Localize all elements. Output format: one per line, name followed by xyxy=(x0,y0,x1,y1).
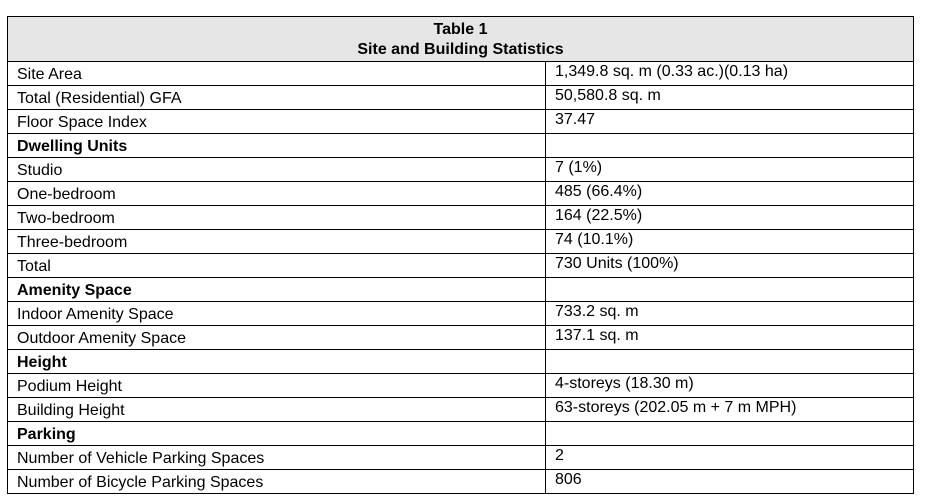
row-value: 63-storeys (202.05 m + 7 m MPH) xyxy=(545,397,914,422)
row-label: Three-bedroom xyxy=(7,229,546,254)
section-header-label: Height xyxy=(7,349,546,374)
table-row: Two-bedroom 164 (22.5%) xyxy=(7,205,914,230)
table-row: Floor Space Index 37.47 xyxy=(7,109,914,134)
table-row: Number of Bicycle Parking Spaces 806 xyxy=(7,469,914,494)
row-value: 2 xyxy=(545,445,914,470)
row-label: Indoor Amenity Space xyxy=(7,301,546,326)
row-value: 74 (10.1%) xyxy=(545,229,914,254)
row-value: 730 Units (100%) xyxy=(545,253,914,278)
table-row: Total (Residential) GFA 50,580.8 sq. m xyxy=(7,85,914,110)
row-label: Total xyxy=(7,253,546,278)
row-label: One-bedroom xyxy=(7,181,546,206)
row-label: Site Area xyxy=(7,61,546,86)
row-label: Two-bedroom xyxy=(7,205,546,230)
row-value xyxy=(545,133,914,158)
row-value xyxy=(545,421,914,446)
table-row: Indoor Amenity Space 733.2 sq. m xyxy=(7,301,914,326)
row-value: 4-storeys (18.30 m) xyxy=(545,373,914,398)
table-title-row: Table 1 Site and Building Statistics xyxy=(7,16,914,62)
row-label: Number of Vehicle Parking Spaces xyxy=(7,445,546,470)
table-row: Podium Height 4-storeys (18.30 m) xyxy=(7,373,914,398)
row-value: 50,580.8 sq. m xyxy=(545,85,914,110)
section-header-row: Dwelling Units xyxy=(7,133,914,158)
row-label: Studio xyxy=(7,157,546,182)
row-label: Podium Height xyxy=(7,373,546,398)
row-value xyxy=(545,349,914,374)
table-row: Three-bedroom 74 (10.1%) xyxy=(7,229,914,254)
table-subtitle: Site and Building Statistics xyxy=(357,40,564,58)
table-row: Building Height 63-storeys (202.05 m + 7 … xyxy=(7,397,914,422)
site-building-statistics-table: Table 1 Site and Building Statistics Sit… xyxy=(7,16,914,494)
section-header-label: Parking xyxy=(7,421,546,446)
row-value: 7 (1%) xyxy=(545,157,914,182)
section-header-row: Height xyxy=(7,349,914,374)
section-header-label: Dwelling Units xyxy=(7,133,546,158)
row-value: 733.2 sq. m xyxy=(545,301,914,326)
row-value: 164 (22.5%) xyxy=(545,205,914,230)
table-row: Outdoor Amenity Space 137.1 sq. m xyxy=(7,325,914,350)
row-label: Total (Residential) GFA xyxy=(7,85,546,110)
section-header-row: Amenity Space xyxy=(7,277,914,302)
row-label: Number of Bicycle Parking Spaces xyxy=(7,469,546,494)
row-label: Floor Space Index xyxy=(7,109,546,134)
table-body: Site Area 1,349.8 sq. m (0.33 ac.)(0.13 h… xyxy=(7,61,914,494)
row-value: 485 (66.4%) xyxy=(545,181,914,206)
table-title: Table 1 xyxy=(433,20,488,38)
table-row: Total 730 Units (100%) xyxy=(7,253,914,278)
table-title-cell: Table 1 Site and Building Statistics xyxy=(7,16,914,62)
row-label: Outdoor Amenity Space xyxy=(7,325,546,350)
section-header-row: Parking xyxy=(7,421,914,446)
row-value: 137.1 sq. m xyxy=(545,325,914,350)
table-row: Studio 7 (1%) xyxy=(7,157,914,182)
row-value xyxy=(545,277,914,302)
row-value: 1,349.8 sq. m (0.33 ac.)(0.13 ha) xyxy=(545,61,914,86)
table-row: Site Area 1,349.8 sq. m (0.33 ac.)(0.13 h… xyxy=(7,61,914,86)
row-value: 806 xyxy=(545,469,914,494)
section-header-label: Amenity Space xyxy=(7,277,546,302)
row-label: Building Height xyxy=(7,397,546,422)
table-row: Number of Vehicle Parking Spaces 2 xyxy=(7,445,914,470)
table-row: One-bedroom 485 (66.4%) xyxy=(7,181,914,206)
row-value: 37.47 xyxy=(545,109,914,134)
